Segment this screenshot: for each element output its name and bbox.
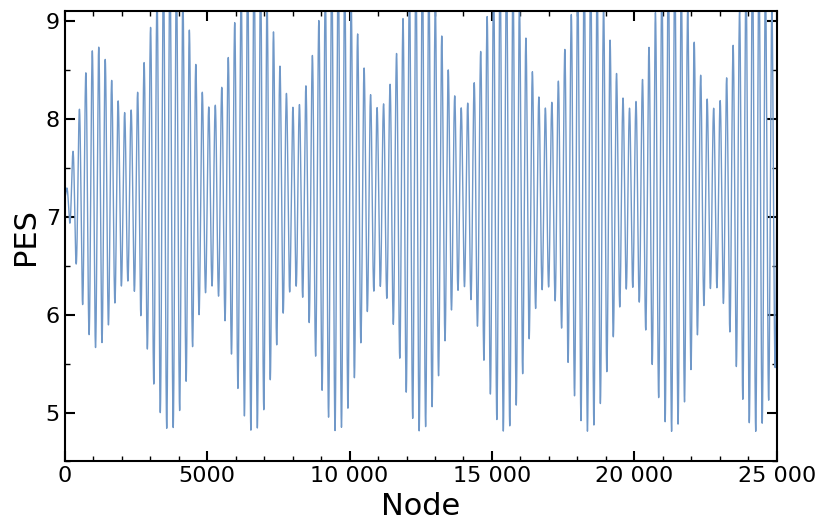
X-axis label: Node: Node <box>381 492 461 521</box>
Y-axis label: PES: PES <box>11 208 41 265</box>
